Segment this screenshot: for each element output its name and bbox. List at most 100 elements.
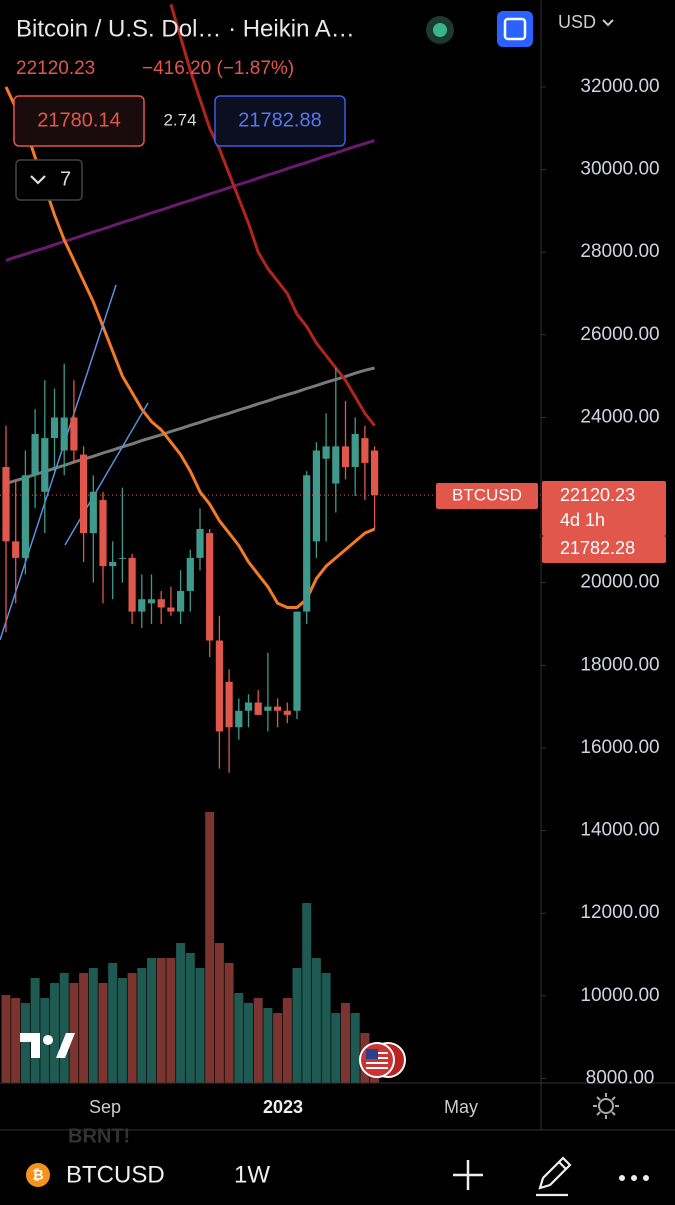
volume-bar xyxy=(156,958,166,1083)
candle-body xyxy=(138,599,146,612)
candle-body xyxy=(196,528,204,558)
ma-tag xyxy=(542,536,666,563)
volume-bar xyxy=(205,812,215,1083)
candle-body xyxy=(41,438,49,492)
candle-body xyxy=(361,438,369,463)
volume-bar xyxy=(11,998,21,1083)
volume-bar xyxy=(137,968,147,1083)
logo xyxy=(20,1033,75,1058)
chevron xyxy=(30,175,46,185)
last-price-tag-value: 22120.23 xyxy=(560,485,635,505)
volume-bar xyxy=(263,1008,273,1083)
volume-bar xyxy=(59,973,69,1083)
x-tick-label: 2023 xyxy=(263,1097,303,1117)
candle-body xyxy=(274,706,282,711)
volume-bar xyxy=(108,963,118,1083)
currency-selector[interactable]: USD xyxy=(558,12,596,32)
fullscreen-icon xyxy=(503,17,527,41)
candle-body xyxy=(303,475,311,612)
candle-body xyxy=(332,446,340,484)
candle-body xyxy=(21,475,29,558)
candle-body xyxy=(351,433,359,468)
candle-body xyxy=(99,500,107,567)
candle-body xyxy=(128,557,136,612)
indicator-count: 7 xyxy=(60,168,71,190)
volume-bar xyxy=(253,998,263,1083)
fullscreen-button[interactable] xyxy=(497,11,533,47)
volume-bar xyxy=(244,1003,253,1083)
settings-icon[interactable] xyxy=(593,1093,619,1119)
moving-average xyxy=(169,3,376,427)
volume-bar xyxy=(214,943,224,1083)
coin-icon xyxy=(26,1163,50,1187)
add-button[interactable] xyxy=(453,1160,483,1190)
price-change: −416.20 (−1.87%) xyxy=(142,58,294,79)
volume-bar xyxy=(273,1013,283,1083)
y-tick-label: 26000.00 xyxy=(580,324,659,345)
volume-bar xyxy=(185,953,195,1083)
y-tick-label: 20000.00 xyxy=(580,572,659,593)
last-price: 22120.23 xyxy=(16,58,95,79)
volume-bar xyxy=(127,973,137,1083)
x-tick-label: Sep xyxy=(89,1097,121,1117)
y-tick-label: 18000.00 xyxy=(580,654,659,675)
candle-body xyxy=(50,417,59,439)
candle-body xyxy=(70,417,78,451)
candle-body xyxy=(109,562,117,567)
moving-average xyxy=(5,139,376,262)
volume-bar xyxy=(331,1013,341,1083)
y-tick-label: 30000.00 xyxy=(580,159,659,180)
indicators-toggle[interactable] xyxy=(15,159,83,201)
volume-bar xyxy=(311,958,321,1083)
volume-bar xyxy=(50,983,59,1083)
ask-price: 21782.88 xyxy=(238,109,321,131)
event-flags[interactable] xyxy=(359,1042,406,1078)
ma-tag-value: 21782.28 xyxy=(560,538,635,558)
volume-bar xyxy=(1,995,11,1083)
volume-bar xyxy=(350,1013,360,1083)
candle-body xyxy=(167,607,175,612)
candle-body xyxy=(31,433,39,476)
candle-body xyxy=(147,599,156,604)
volume-bar xyxy=(224,963,234,1083)
bid-price: 21780.14 xyxy=(37,109,120,131)
moving-average xyxy=(4,86,376,609)
symbol-tag-text: BTCUSD xyxy=(452,485,522,504)
candle-body xyxy=(215,640,223,732)
spread: 2.74 xyxy=(163,110,196,129)
chevron xyxy=(602,19,614,27)
y-tick-label: 32000.00 xyxy=(580,76,659,97)
candle-body xyxy=(177,590,185,612)
candle-body xyxy=(254,702,262,715)
volume-bar xyxy=(88,968,98,1083)
candle-body xyxy=(118,557,126,559)
y-tick-label: 12000.00 xyxy=(580,902,659,923)
volume-bar xyxy=(341,1003,350,1083)
trend-line xyxy=(64,402,149,546)
candle-body xyxy=(2,467,10,542)
candle-body xyxy=(12,541,20,558)
footer-interval[interactable]: 1W xyxy=(234,1161,270,1188)
volume-bar xyxy=(20,1003,30,1083)
market-status-dot xyxy=(433,23,447,37)
moving-average xyxy=(5,366,375,485)
candle-body xyxy=(235,710,243,728)
sell-button[interactable] xyxy=(13,95,145,147)
y-tick-label: 28000.00 xyxy=(580,241,659,262)
volume-bar xyxy=(98,983,108,1083)
price-axis: 8000.00 10000.00 12000.00 14000.00 16000.00 1… xyxy=(541,76,660,1088)
volume-bar xyxy=(195,968,205,1083)
candle-body xyxy=(206,533,214,641)
buy-button[interactable] xyxy=(214,95,346,147)
last-price-tag xyxy=(542,481,666,536)
more-button[interactable] xyxy=(619,1175,649,1181)
y-tick-label: 16000.00 xyxy=(580,737,659,758)
symbol-title: Bitcoin / U.S. Dol… · Heikin A… xyxy=(16,15,355,42)
footer-symbol[interactable]: BTCUSD xyxy=(66,1161,165,1188)
volume-bar xyxy=(147,958,156,1083)
candle-body xyxy=(341,446,350,468)
candle-body xyxy=(312,450,320,542)
draw-button[interactable] xyxy=(536,1156,572,1197)
candle-body xyxy=(60,417,68,451)
